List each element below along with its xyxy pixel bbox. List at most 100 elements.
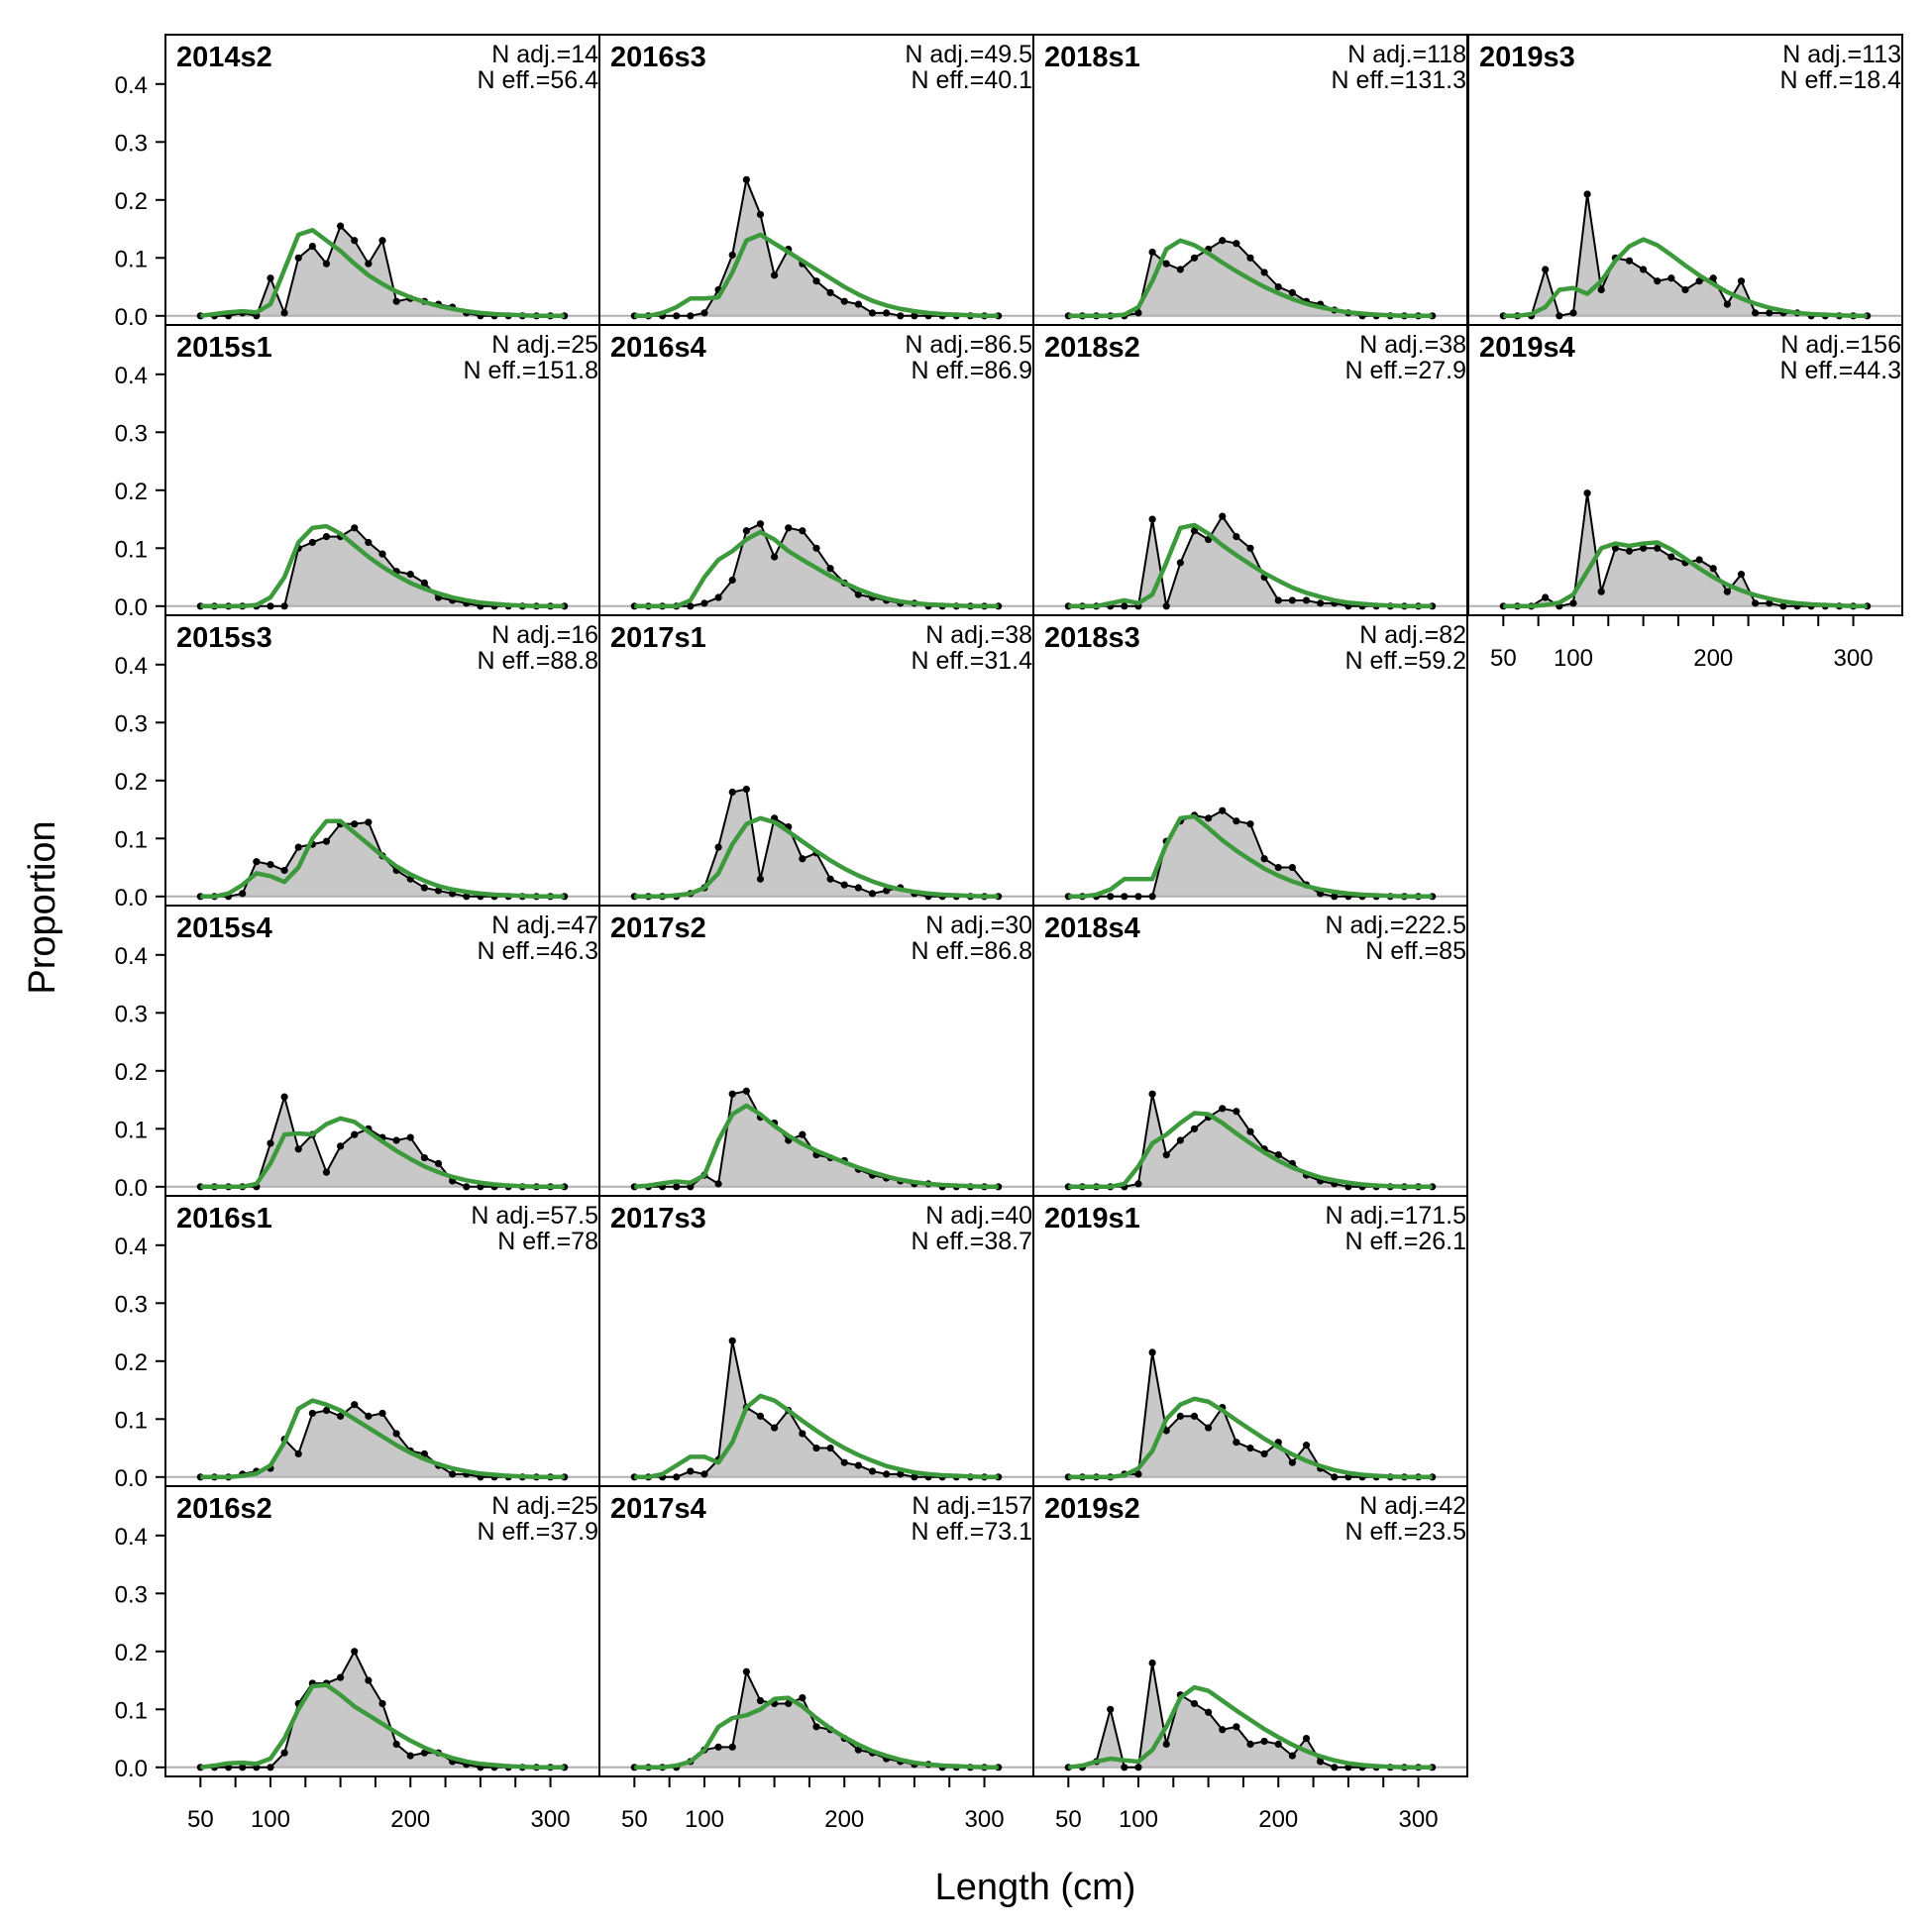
observed-point-200 [1274,596,1282,604]
panel-title: 2018s1 [1044,42,1140,73]
observed-point-160 [1219,237,1227,245]
expected-line [634,1695,999,1771]
observed-point-240 [1766,309,1773,317]
observed-point-150 [1640,266,1648,273]
observed-point-210 [1723,300,1731,308]
n-eff-label: N eff.=85 [1365,937,1466,965]
observed-point-190 [1260,268,1268,276]
observed-point-120 [1597,285,1605,294]
observed-point-90 [687,1467,695,1475]
observed-point-110 [1148,248,1156,257]
observed-point-80 [673,1183,681,1191]
n-eff-label: N eff.=26.1 [1344,1228,1466,1255]
observed-point-80 [673,312,681,320]
observed-point-220 [868,1467,877,1475]
x-tick-label: 100 [685,1806,724,1833]
observed-area [1068,516,1433,606]
observed-point-130 [742,1087,750,1095]
observed-point-100 [700,309,708,317]
n-adj-label: N adj.=38 [925,621,1032,649]
observed-point-80 [1542,266,1550,273]
n-eff-label: N eff.=86.9 [911,357,1032,384]
observed-area [200,1651,565,1768]
observed-point-210 [1288,596,1296,604]
observed-point-200 [840,1458,848,1466]
observed-point-210 [1288,288,1296,296]
n-eff-label: N eff.=86.8 [911,937,1032,965]
observed-point-160 [351,524,359,532]
y-tick-label: 0.2 [115,479,148,505]
observed-point-150 [337,1142,345,1150]
observed-point-100 [1134,309,1142,317]
observed-point-240 [1331,1473,1339,1481]
observed-point-110 [714,593,722,601]
observed-point-170 [365,1412,373,1420]
x-tick-label: 300 [531,1806,571,1833]
panel-title: 2018s2 [1044,332,1140,364]
y-tick-label: 0.4 [115,943,148,970]
observed-point-170 [365,538,373,547]
observed-point-190 [392,1740,400,1748]
observed-area [634,1671,999,1768]
panel-title: 2016s1 [176,1203,272,1234]
observed-point-160 [1219,1105,1227,1113]
observed-point-100 [1134,1180,1142,1188]
expected-line [1503,540,1868,609]
observed-point-150 [1205,814,1213,822]
expected-line [200,523,565,609]
observed-point-100 [267,1764,274,1771]
observed-area [1068,1663,1433,1768]
observed-point-110 [280,602,288,610]
observed-point-130 [308,243,316,251]
observed-point-100 [1134,893,1142,901]
observed-point-150 [771,1424,779,1432]
panel-title: 2017s3 [610,1203,706,1234]
observed-point-120 [1162,1427,1170,1435]
n-adj-label: N adj.=222.5 [1326,912,1466,939]
observed-point-160 [1219,1726,1227,1734]
panel-title: 2015s1 [176,332,272,364]
panel-border [1032,1485,1468,1777]
observed-point-160 [351,237,359,245]
observed-point-180 [378,1699,386,1708]
observed-point-190 [1260,855,1268,863]
observed-point-190 [1695,277,1703,285]
observed-point-140 [1190,1699,1199,1708]
y-tick-label: 0.1 [115,246,148,272]
panel-border [1467,324,1903,616]
observed-point-190 [1260,1449,1268,1457]
observed-point-90 [687,1183,695,1191]
y-tick-label: 0.3 [115,1291,148,1318]
observed-point-180 [1246,1127,1254,1135]
observed-point-120 [294,1449,302,1457]
observed-area [200,1404,565,1477]
x-tick-label: 200 [1693,645,1733,672]
observed-point-200 [1709,274,1717,282]
observed-point-220 [434,1159,443,1167]
observed-point-80 [239,890,247,898]
observed-point-210 [420,1449,428,1457]
y-tick-label: 0.3 [115,1001,148,1027]
observed-point-100 [1569,309,1577,317]
n-eff-label: N eff.=40.1 [911,66,1032,94]
observed-point-140 [322,1168,331,1176]
x-tick-label: 300 [1399,1806,1439,1833]
n-adj-label: N adj.=171.5 [1326,1202,1466,1230]
observed-point-90 [687,602,695,610]
observed-point-200 [406,571,414,579]
observed-point-170 [1233,533,1240,541]
x-tick-label: 100 [1119,1806,1158,1833]
observed-point-210 [420,884,428,892]
observed-point-210 [854,300,862,308]
observed-point-200 [406,1752,414,1760]
observed-point-80 [673,1473,681,1481]
n-adj-label: N adj.=40 [925,1202,1032,1230]
observed-point-200 [1274,863,1282,872]
observed-point-140 [322,837,331,845]
panel-2015s3: 2015s3 N adj.=16N eff.=88.8 0.0 0.1 0.2 0.3 0.… [115,614,600,912]
observed-point-250 [911,312,918,320]
observed-point-200 [406,1133,414,1141]
y-tick-label: 0.0 [115,304,148,331]
